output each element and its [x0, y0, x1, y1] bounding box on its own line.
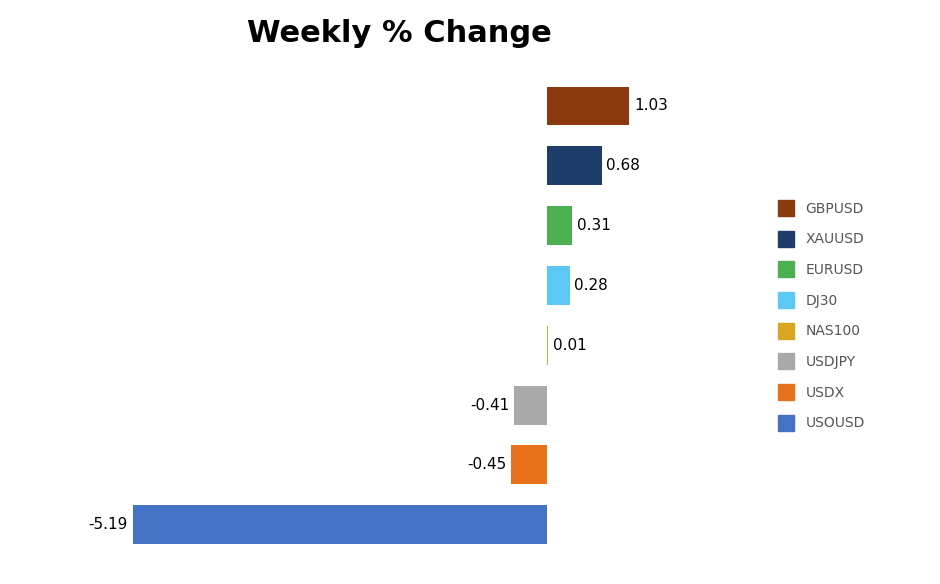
Text: 0.68: 0.68: [606, 158, 640, 173]
Text: 0.01: 0.01: [553, 338, 587, 353]
Bar: [547, 206, 572, 245]
Bar: [547, 86, 630, 126]
Bar: [514, 385, 547, 425]
Text: 1.03: 1.03: [634, 99, 668, 113]
Legend: GBPUSD, XAUUSD, EURUSD, DJ30, NAS100, USDJPY, USDX, USOUSD: GBPUSD, XAUUSD, EURUSD, DJ30, NAS100, US…: [777, 200, 865, 430]
Text: -0.45: -0.45: [467, 457, 507, 472]
Bar: [133, 505, 547, 544]
Bar: [547, 266, 570, 305]
Text: -5.19: -5.19: [88, 517, 128, 532]
Bar: [511, 446, 547, 484]
Text: 0.28: 0.28: [574, 278, 608, 293]
Text: 0.31: 0.31: [577, 218, 611, 233]
Title: Weekly % Change: Weekly % Change: [247, 19, 552, 48]
Bar: [547, 147, 602, 185]
Text: -0.41: -0.41: [470, 398, 509, 413]
